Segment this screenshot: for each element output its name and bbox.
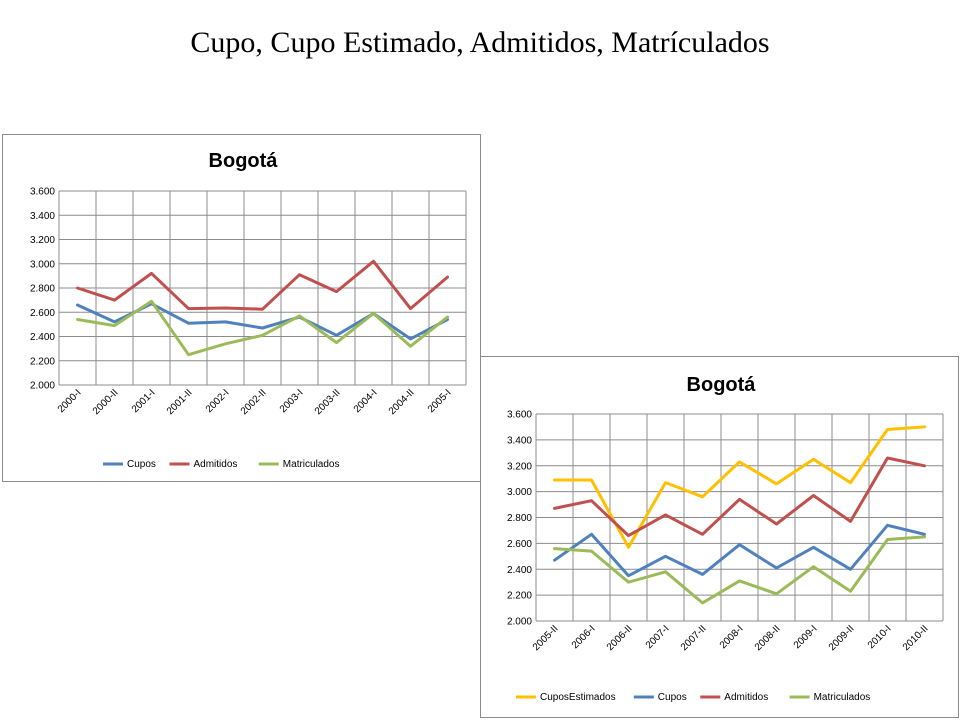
y-tick-label: 2.400 [507, 565, 532, 576]
chart-title: Bogotá [687, 374, 757, 396]
y-tick-label: 2.200 [507, 591, 532, 602]
x-tick-label: 2001-II [165, 387, 195, 417]
x-tick-label: 2008-I [718, 623, 746, 651]
x-tick-label: 2006-II [605, 623, 635, 653]
y-tick-label: 2.200 [30, 356, 55, 367]
legend-label-matriculados: Matriculados [283, 459, 340, 470]
y-tick-label: 2.800 [30, 284, 55, 295]
legend-label-cuposestimados: CuposEstimados [540, 692, 616, 703]
series-line-matriculados [553, 535, 926, 605]
series-line-admitidos [76, 259, 449, 311]
legend-label-cupos: Cupos [127, 459, 156, 470]
y-tick-label: 2.400 [30, 332, 55, 343]
x-tick-label: 2004-II [387, 387, 417, 417]
y-tick-label: 3.400 [30, 211, 55, 222]
x-tick-label: 2003-I [278, 387, 306, 415]
y-tick-label: 2.600 [30, 308, 55, 319]
y-tick-label: 3.600 [507, 410, 532, 421]
x-tick-label: 2007-II [679, 623, 709, 653]
x-tick-label: 2007-I [644, 623, 672, 651]
chart-bogota-2000-2005: Bogotá 2.000 2.200 2.400 2.600 2.800 3.000 3.20… [2, 134, 481, 482]
x-tick-label: 2003-II [313, 387, 343, 417]
legend-label-matriculados: Matriculados [814, 692, 871, 703]
y-tick-label: 2.600 [507, 539, 532, 550]
series-line-cupos [553, 523, 926, 578]
x-tick-label: 2010-I [866, 623, 894, 651]
y-tick-label: 3.000 [30, 259, 55, 270]
slide-title: Cupo, Cupo Estimado, Admitidos, Matrícul… [190, 26, 770, 59]
series-line-matriculados [76, 299, 449, 357]
y-tick-label: 3.400 [507, 435, 532, 446]
y-tick-label: 2.800 [507, 513, 532, 524]
x-tick-label: 2005-II [531, 623, 561, 653]
x-tick-label: 2005-I [426, 387, 454, 415]
y-tick-label: 3.600 [30, 187, 55, 198]
x-tick-label: 2004-I [352, 387, 380, 415]
chart-1-svg: Bogotá 2.000 2.200 2.400 2.600 2.800 3.000 3.20… [30, 150, 467, 470]
y-tick-label: 3.200 [30, 235, 55, 246]
x-tick-label: 2006-I [570, 623, 598, 651]
x-tick-label: 2000-I [56, 387, 84, 415]
chart-2-svg: Bogotá 2.000 2.200 2.400 2.600 2.800 3.000 3.20… [507, 374, 944, 703]
chart-title: Bogotá [209, 150, 279, 172]
x-tick-label: 2008-II [753, 623, 783, 653]
chart-bogota-2005-2010: Bogotá 2.000 2.200 2.400 2.600 2.800 3.000 3.20… [480, 356, 959, 718]
series-line-admitidos [553, 456, 926, 538]
x-tick-label: 2000-II [91, 387, 121, 417]
x-tick-label: 2010-II [901, 623, 931, 653]
y-tick-label: 2.000 [30, 381, 55, 392]
y-tick-label: 2.000 [507, 617, 532, 628]
y-tick-label: 3.200 [507, 461, 532, 472]
legend-label-cupos: Cupos [658, 692, 687, 703]
x-tick-label: 2002-I [204, 387, 232, 415]
x-tick-label: 2009-II [827, 623, 857, 653]
x-tick-label: 2002-II [239, 387, 269, 417]
legend-label-admitidos: Admitidos [194, 459, 238, 470]
x-tick-label: 2009-I [792, 623, 820, 651]
legend-label-admitidos: Admitidos [724, 692, 768, 703]
x-tick-label: 2001-I [130, 387, 158, 415]
y-tick-label: 3.000 [507, 487, 532, 498]
